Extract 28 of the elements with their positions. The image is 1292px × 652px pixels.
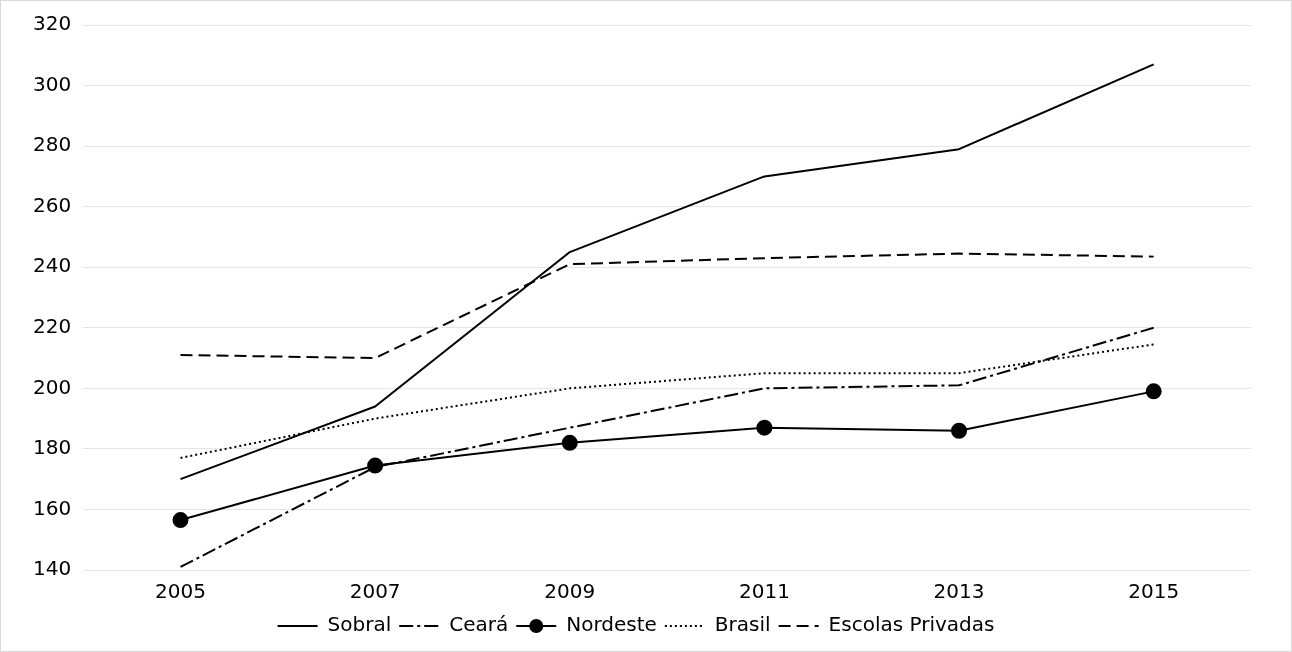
point (951, 422, 968, 439)
legend-label: Ceará (449, 612, 509, 637)
y-tick-label: 320 (32, 11, 72, 36)
point (561, 434, 578, 451)
legend-label: Brasil (714, 612, 771, 637)
x-tick-label: 2011 (738, 579, 790, 604)
x-tick-label: 2007 (349, 579, 401, 604)
y-tick-label: 180 (32, 435, 72, 460)
point (1145, 383, 1162, 400)
legend-label: Sobral (327, 612, 392, 637)
y-tick-label: 200 (32, 374, 72, 399)
x-tick-label: 2009 (544, 579, 596, 604)
x-tick-label: 2015 (1128, 579, 1180, 604)
point (367, 457, 384, 474)
y-tick-label: 220 (32, 313, 72, 338)
y-tick-label: 140 (32, 556, 72, 581)
y-tick-label: 300 (32, 71, 72, 96)
line-series (179, 326, 1155, 568)
point (756, 419, 773, 436)
point (172, 512, 189, 529)
y-tick-label: 240 (32, 253, 72, 278)
y-tick-label: 160 (32, 495, 72, 520)
legend-label: Nordeste (566, 612, 657, 637)
x-tick-label: 2013 (933, 579, 985, 604)
x-tick-label: 2005 (155, 579, 206, 604)
legend-label: Escolas Privadas (828, 612, 995, 637)
y-tick-label: 260 (32, 192, 72, 217)
y-tick-label: 280 (32, 132, 72, 157)
